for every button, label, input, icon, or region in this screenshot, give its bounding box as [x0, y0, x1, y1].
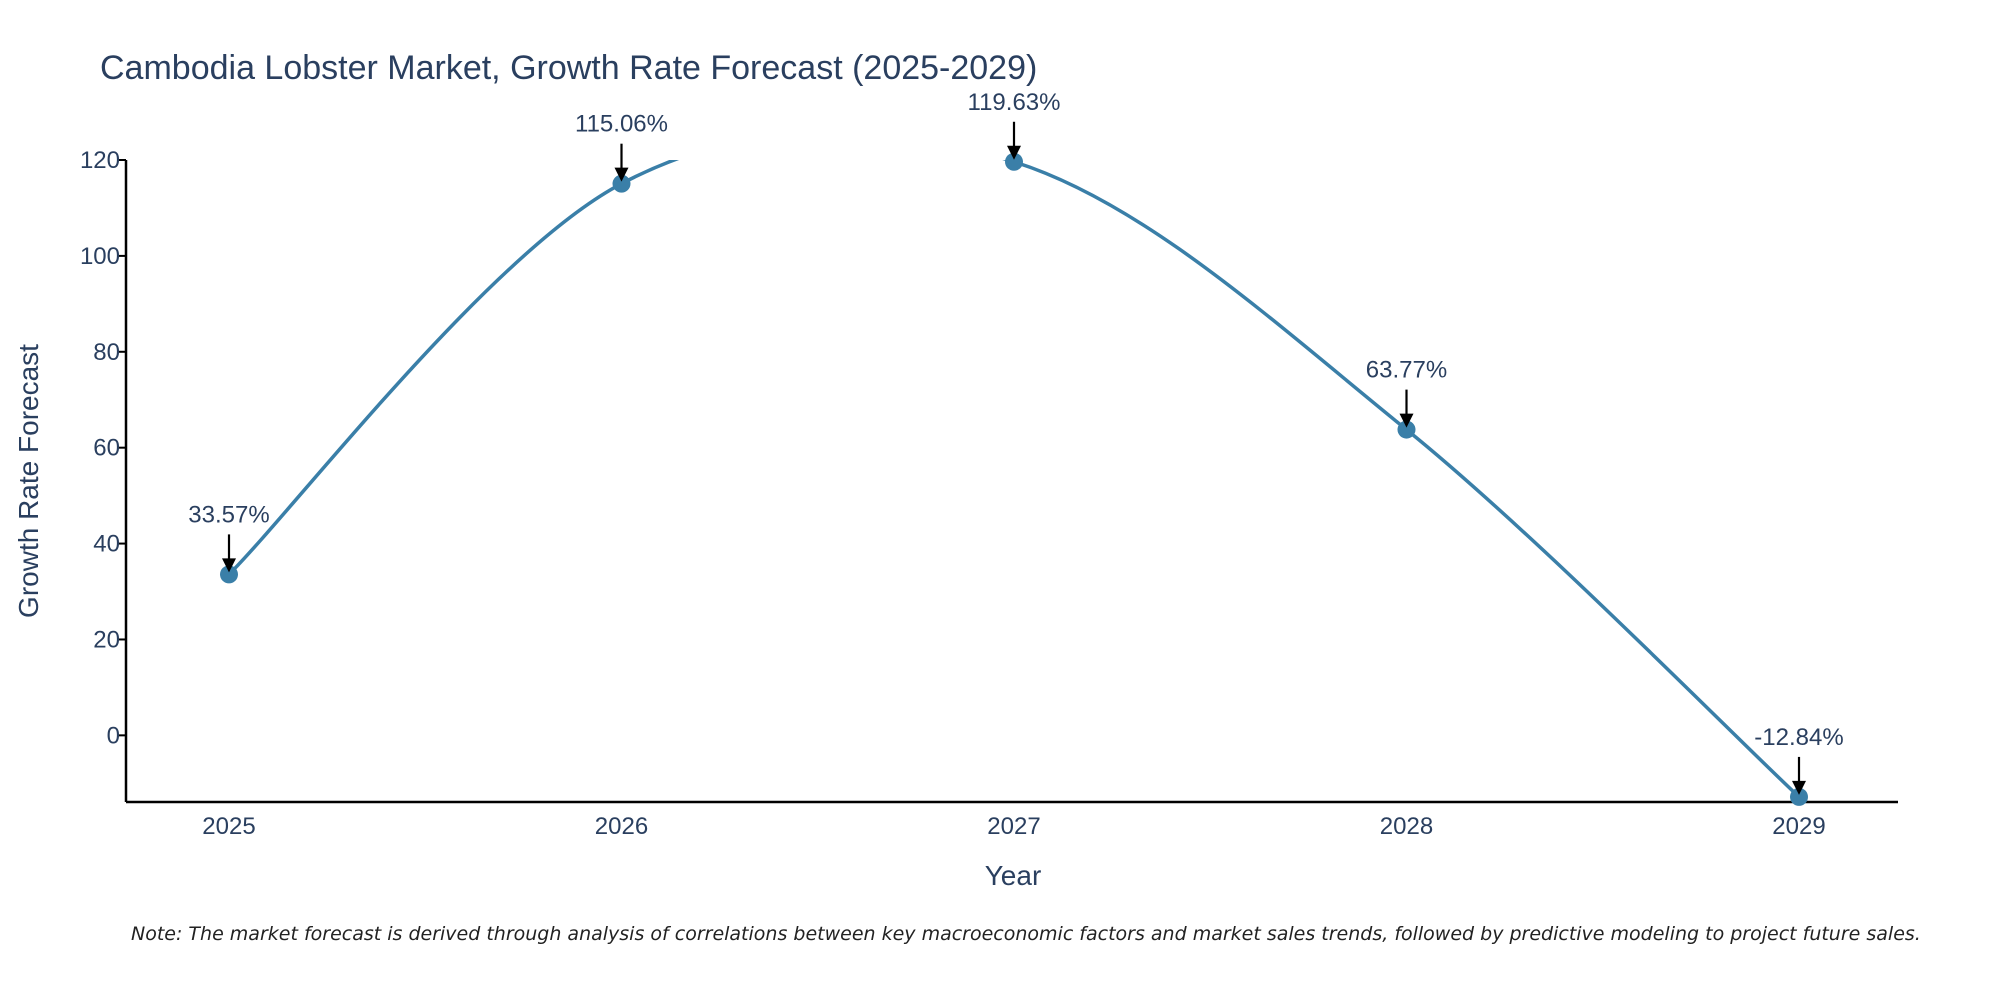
chart-title: Cambodia Lobster Market, Growth Rate For…: [100, 49, 1037, 87]
data-point: [1397, 420, 1416, 439]
y-axis-title: Growth Rate Forecast: [13, 344, 44, 618]
series-line: [227, 160, 1801, 799]
data-label: -12.84%: [1754, 724, 1843, 751]
x-axis-ticks: 2025 2026 2027 2028 2029: [202, 813, 1825, 840]
data-labels: 33.57% 115.06% 119.63% 63.77% -12.84%: [188, 89, 1844, 795]
y-tick-label: 100: [80, 243, 120, 270]
data-point: [220, 565, 238, 584]
annotation-arrow-head: [222, 558, 236, 573]
footnote: Note: The market forecast is derived thr…: [131, 923, 1921, 945]
x-tick-label: 2028: [1380, 813, 1433, 840]
y-tick-label: 0: [107, 722, 120, 749]
y-tick-label: 120: [80, 147, 120, 174]
x-tick-label: 2025: [202, 813, 255, 840]
x-axis-title: Year: [985, 860, 1042, 891]
data-point: [1790, 787, 1808, 806]
x-tick-label: 2029: [1772, 813, 1825, 840]
y-tick-label: 80: [93, 339, 120, 366]
y-axis-ticks: 0 20 40 60 80 100 120: [80, 147, 126, 749]
data-label: 119.63%: [968, 89, 1061, 116]
y-tick-label: 40: [93, 531, 120, 558]
y-tick-label: 20: [93, 626, 120, 653]
annotation-arrow-head: [1007, 145, 1021, 160]
x-tick-label: 2027: [987, 813, 1040, 840]
data-label: 63.77%: [1366, 357, 1447, 384]
data-point: [1005, 152, 1023, 171]
data-markers: [220, 152, 1808, 806]
x-tick-label: 2026: [595, 813, 648, 840]
y-tick-label: 60: [93, 435, 120, 462]
data-label: 115.06%: [575, 111, 668, 138]
annotation-arrow-head: [614, 167, 629, 182]
annotation-arrow-head: [1399, 413, 1414, 428]
annotation-arrow-head: [1792, 780, 1806, 795]
data-label: 33.57%: [188, 501, 269, 528]
data-point: [612, 174, 631, 193]
